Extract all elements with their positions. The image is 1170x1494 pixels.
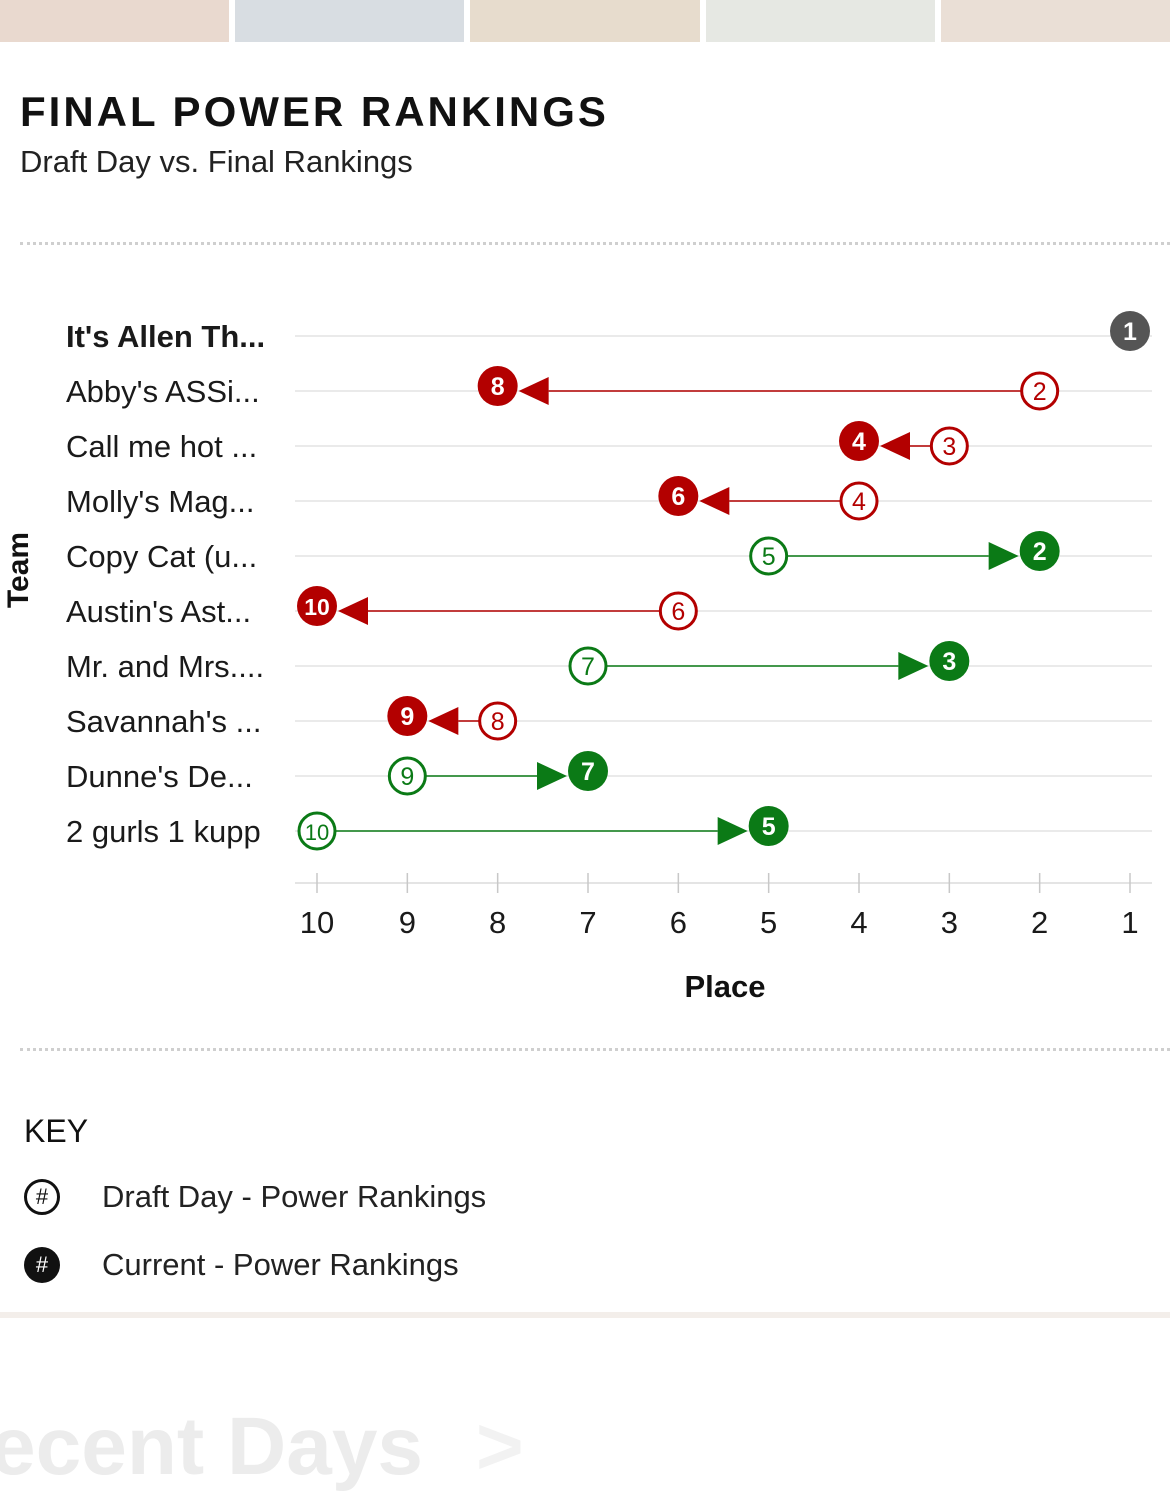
arrow-head [699,487,730,515]
final-marker [477,366,518,406]
x-tick-label: 6 [670,905,687,940]
x-tick-label: 1 [1121,905,1138,940]
draft-marker-label: 4 [852,488,866,516]
team-label: Austin's Ast... [66,594,251,629]
draft-marker [1020,371,1060,411]
draft-marker-label: 7 [581,653,595,681]
key-current-badge: # [24,1247,60,1283]
page-subtitle: Draft Day vs. Final Rankings [20,144,413,179]
arrow-head [898,652,929,680]
x-tick-label: 4 [850,905,867,940]
section-rule [0,1312,1170,1318]
x-tick-label: 7 [579,905,596,940]
final-marker-label: 10 [304,594,330,620]
arrow-head [717,817,748,845]
final-marker [839,421,879,461]
draft-marker [749,536,789,576]
draft-marker [297,811,337,851]
team-label: Dunne's De... [66,759,253,794]
final-marker-label: 6 [671,483,685,511]
divider [20,242,1170,245]
arrow-head [338,597,368,625]
key-draft-badge: # [24,1179,60,1215]
key-title: KEY [24,1113,89,1149]
header-image-tile [705,0,935,42]
page-title: FINAL POWER RANKINGS [20,88,609,135]
draft-marker-label: 9 [400,763,414,791]
final-marker [658,476,699,516]
team-label: It's Allen Th... [66,319,265,354]
arrow-head [428,707,459,735]
header-image-tile [940,0,1170,42]
draft-marker-label: 6 [671,598,685,626]
team-label: Abby's ASSi... [66,374,260,409]
final-marker [748,806,789,846]
team-label: Savannah's ... [66,704,262,739]
final-marker [1110,311,1150,351]
team-label: 2 gurls 1 kupp [66,814,261,849]
draft-marker-label: 8 [491,708,505,736]
draft-marker [658,591,698,631]
key-row-draft: # Draft Day - Power Rankings [24,1179,486,1215]
chevron-right-icon: > [475,1401,524,1492]
header-image-tile [470,0,700,42]
arrow-head [537,762,567,790]
x-tick-label: 10 [300,905,334,940]
draft-marker [387,756,427,796]
recent-days-label: ecent Days [0,1401,424,1492]
final-marker-label: 7 [581,758,595,786]
final-marker [297,586,337,626]
draft-marker-label: 5 [762,543,776,571]
key-row-current: # Current - Power Rankings [24,1247,459,1283]
final-marker-label: 1 [1123,318,1137,346]
final-marker-label: 9 [400,703,414,731]
draft-marker-label: 3 [942,433,956,461]
final-marker-label: 2 [1033,538,1047,566]
draft-marker [568,646,608,686]
rankings-chart: Team 10 9 8 7 6 5 4 3 2 1 It's Allen Th... Abby's … [2,311,1152,1004]
draft-marker [929,426,969,466]
key-current-label: Current - Power Rankings [102,1247,459,1282]
header-image-strip [0,0,1170,42]
divider [20,1048,1170,1051]
draft-marker [839,481,879,521]
x-tick-label: 8 [489,905,506,940]
header-image-tile [0,0,230,42]
final-marker-label: 3 [942,648,956,676]
final-marker-label: 4 [852,428,866,456]
y-axis-label: Team [2,532,35,608]
draft-marker-label: 2 [1033,378,1047,406]
x-tick-label: 2 [1031,905,1048,940]
x-axis-label: Place [684,969,765,1004]
draft-marker [478,701,518,741]
team-label: Mr. and Mrs.... [66,649,264,684]
x-tick-label: 9 [399,905,416,940]
header-image-tile [235,0,465,42]
final-marker [387,696,428,736]
key-draft-label: Draft Day - Power Rankings [102,1179,487,1214]
final-marker [1019,531,1060,571]
final-marker-label: 8 [491,373,505,401]
team-label: Copy Cat (u... [66,539,257,574]
draft-marker-label: 10 [305,820,329,845]
recent-days-heading[interactable]: ecent Days > [0,1400,524,1494]
final-marker [929,641,970,681]
arrow-head [988,542,1019,570]
team-label: Call me hot ... [66,429,257,464]
x-tick-label: 5 [760,905,777,940]
final-marker-label: 5 [762,813,776,841]
final-marker [568,751,608,791]
arrow-head [880,432,910,460]
team-label: Molly's Mag... [66,484,255,519]
x-tick-label: 3 [941,905,958,940]
arrow-head [518,377,549,405]
